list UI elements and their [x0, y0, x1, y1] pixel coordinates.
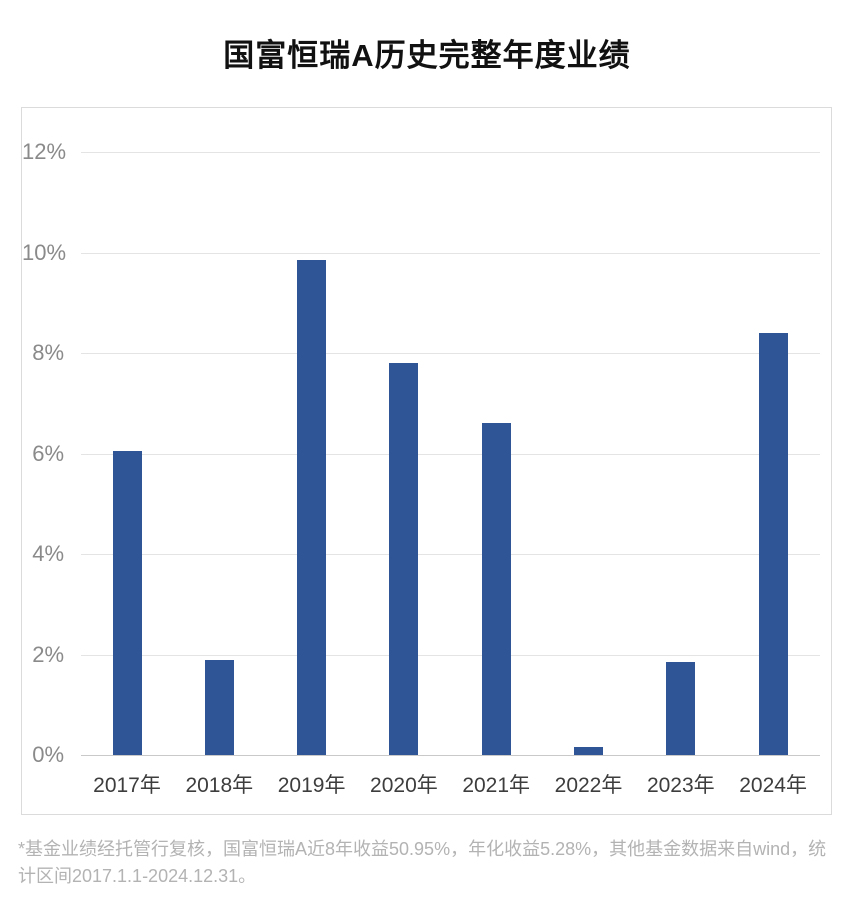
y-tick-label: 4% — [32, 541, 64, 566]
gridline — [81, 353, 820, 354]
gridline — [81, 252, 820, 254]
x-tick-label: 2020年 — [370, 774, 438, 797]
bar-2017年 — [112, 450, 142, 755]
y-tick-label: 2% — [32, 641, 64, 667]
y-tick-label: 8% — [32, 340, 64, 365]
y-tick-label: 10% — [22, 239, 67, 265]
chart-title: 国富恒瑞A历史完整年度业绩 — [223, 38, 631, 73]
x-tick-label: 2017年 — [93, 774, 161, 797]
bar-2021年 — [481, 423, 511, 755]
x-tick-label: 2019年 — [277, 774, 346, 797]
y-tick-label: 6% — [32, 440, 64, 466]
gridline — [81, 554, 820, 555]
bar-2020年 — [389, 363, 419, 755]
gridline — [81, 152, 820, 153]
y-tick-label: 0% — [32, 742, 64, 767]
x-tick-label: 2023年 — [646, 774, 715, 797]
bar-2024年 — [758, 332, 788, 755]
x-tick-label: 2024年 — [739, 774, 807, 797]
bar-2023年 — [666, 662, 696, 755]
x-tick-label: 2022年 — [554, 774, 623, 797]
bar-2019年 — [297, 260, 327, 755]
gridline — [81, 453, 820, 455]
chart-plot-area: 0% 2% 4% 6% 8% 10% 12% 2017年 2018年 2019年 2020年 2021… — [21, 107, 832, 815]
x-tick-label: 2021年 — [462, 774, 531, 797]
bar-2018年 — [204, 659, 234, 755]
bar-2022年 — [574, 747, 603, 755]
y-tick-label: 12% — [22, 139, 67, 164]
gridline — [81, 654, 820, 656]
chart-footnote: *基金业绩经托管行复核，国富恒瑞A近8年收益50.95%，年化收益5.28%，其… — [18, 839, 827, 886]
x-axis-line — [81, 755, 820, 756]
x-tick-label: 2018年 — [185, 774, 254, 797]
